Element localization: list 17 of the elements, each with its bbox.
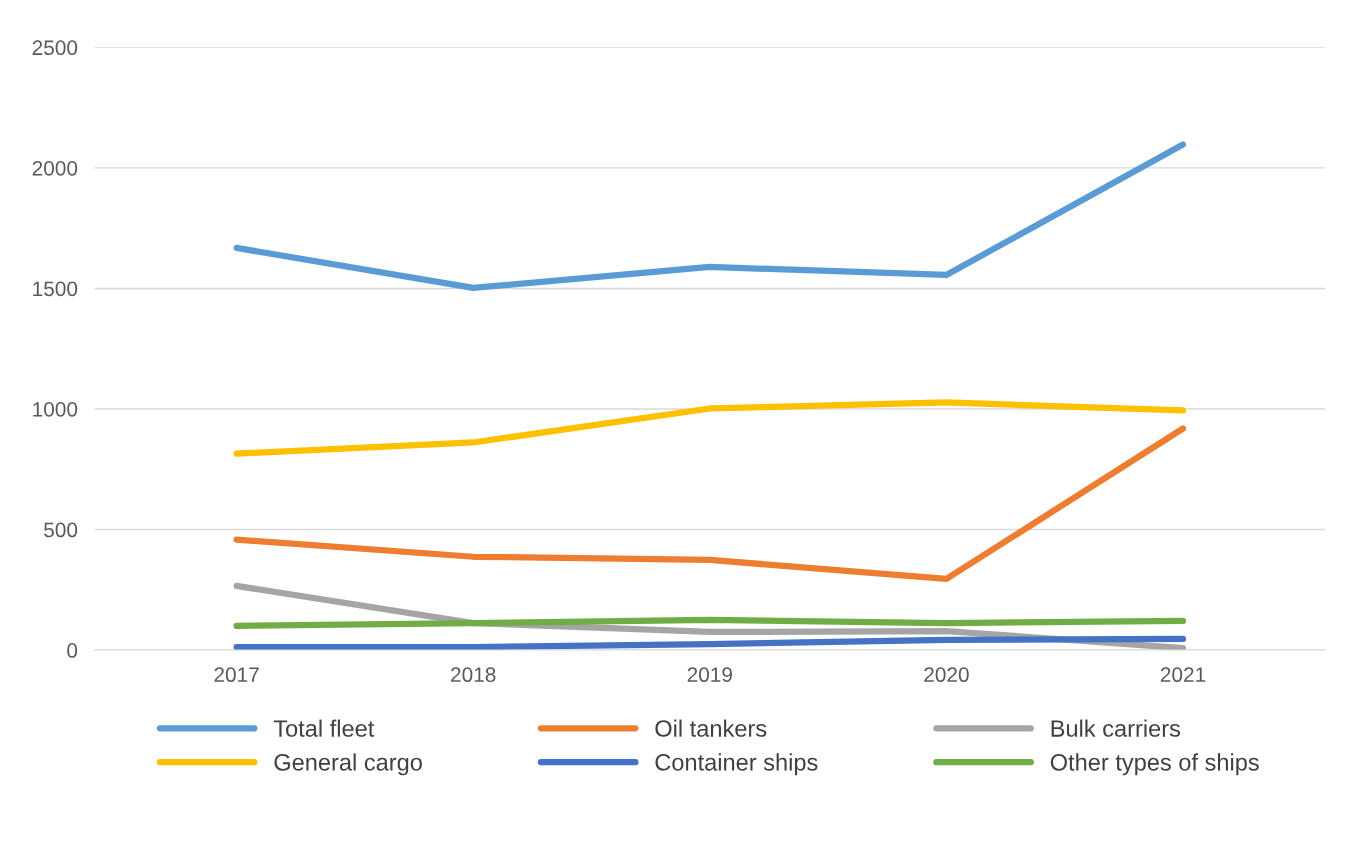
y-tick-label: 1500	[33, 281, 78, 297]
y-tick-label: 2500	[32, 40, 78, 56]
legend-label: Oil tankers	[655, 719, 767, 737]
x-tick-label: 2021	[1160, 667, 1206, 683]
y-tick-label: 1000	[33, 401, 78, 417]
x-tick-label: 2017	[214, 667, 259, 683]
x-tick-label: 2018	[451, 667, 496, 683]
legend-label: General cargo	[274, 753, 422, 776]
x-tick-label: 2020	[924, 667, 969, 683]
legend-label: Container ships	[655, 753, 818, 776]
y-tick-label: 2000	[32, 160, 78, 176]
y-tick-label: 0	[67, 643, 78, 658]
legend-label: Bulk carriers	[1051, 719, 1181, 737]
x-tick-label: 2019	[687, 667, 732, 683]
legend-label: Other types of ships	[1050, 753, 1259, 776]
y-tick-label: 500	[44, 522, 78, 538]
legend-label: Total fleet	[273, 719, 375, 737]
